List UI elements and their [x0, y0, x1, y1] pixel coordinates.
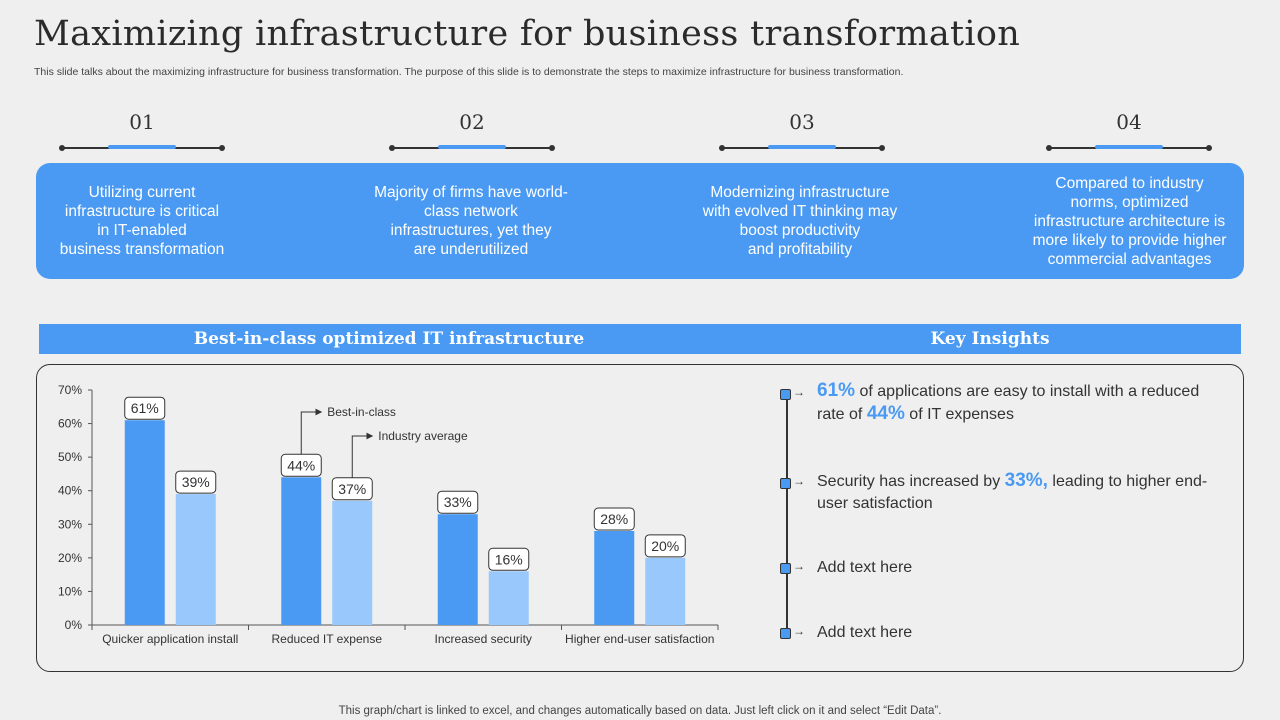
chart-header: Best-in-class optimized IT infrastructur… [39, 324, 739, 354]
legend-industry-average: Industry average [378, 429, 468, 443]
data-label: 44% [287, 457, 315, 473]
steps-band [36, 163, 1244, 279]
step-text: Utilizing current infrastructure is crit… [59, 184, 225, 258]
step-01: 01 [59, 110, 225, 151]
insight-text-part: Security has increased by [817, 473, 1005, 490]
insight-highlight: 44% [866, 403, 905, 424]
y-tick-label: 40% [58, 484, 82, 498]
step-timeline [389, 145, 555, 151]
y-tick-label: 20% [58, 551, 82, 565]
step-04: 04 [1046, 110, 1212, 151]
footer-note: This graph/chart is linked to excel, and… [338, 705, 942, 717]
data-label: 61% [131, 400, 159, 416]
insight-text-part: of IT expenses [904, 406, 1014, 423]
bar-best-in-class [594, 531, 635, 625]
y-tick-label: 70% [58, 383, 82, 397]
legend-pointer [300, 408, 323, 455]
data-label-box [175, 470, 217, 494]
insight-text: Add text here [817, 622, 1217, 644]
step-number: 04 [1116, 110, 1142, 134]
step-text: Modernizing infrastructure with evolved … [702, 184, 898, 258]
bullet-marker-icon [780, 389, 791, 400]
data-label: 20% [651, 538, 679, 554]
x-tick-label: Reduced IT expense [271, 632, 382, 646]
step-timeline [719, 145, 885, 151]
step-timeline [1046, 145, 1212, 151]
arrow-right-icon: → [793, 385, 805, 399]
bullet-marker-icon [780, 478, 791, 489]
slide-subtitle: This slide talks about the maximizing in… [34, 66, 904, 78]
x-tick-label: Quicker application install [102, 632, 238, 646]
step-number: 02 [459, 110, 485, 134]
step-number: 03 [789, 110, 815, 134]
bar-industry-average [488, 571, 529, 625]
y-tick-label: 0% [65, 618, 83, 632]
insights-header: Key Insights [739, 324, 1241, 354]
data-label-box [488, 547, 530, 571]
bar-best-in-class [124, 420, 165, 625]
data-label-box [593, 507, 635, 531]
step-timeline [59, 145, 225, 151]
insight-text-part: leading to higher end-user satisfaction [817, 473, 1208, 512]
y-tick-label: 60% [58, 417, 82, 431]
x-tick-label: Increased security [435, 632, 532, 646]
data-label-box [124, 396, 166, 420]
insights-timeline [786, 393, 788, 633]
bar-best-in-class [281, 477, 322, 625]
y-tick-label: 10% [58, 584, 82, 598]
arrow-right-icon: → [793, 474, 805, 488]
data-label-box [437, 490, 479, 514]
step-number: 01 [129, 110, 155, 134]
insight-highlight: 33%, [1004, 470, 1048, 491]
step-02: 02 [389, 110, 555, 151]
data-label-box [644, 534, 686, 558]
data-label: 39% [182, 474, 210, 490]
insight-text-part: Add text here [817, 559, 913, 576]
step-03: 03 [719, 110, 885, 151]
data-label: 37% [338, 481, 366, 497]
bar-industry-average [332, 500, 373, 625]
y-tick-label: 50% [58, 450, 82, 464]
data-label: 33% [444, 494, 472, 510]
insight-text: Security has increased by 33%, leading t… [817, 470, 1217, 515]
bar-best-in-class [437, 514, 478, 625]
arrow-right-icon: → [793, 624, 805, 638]
insight-text: Add text here [817, 557, 1217, 579]
insight-text-part: Add text here [817, 624, 913, 641]
bar-chart[interactable]: 0% 10% 20% 30% 40% 50% 60% 70% Quicker applicati… [40, 370, 760, 670]
content-panel [36, 364, 1244, 672]
step-text: Compared to industry norms, optimized in… [1032, 174, 1227, 268]
insight-text: 61% of applications are easy to install … [817, 380, 1217, 426]
legend-best-in-class: Best-in-class [327, 405, 396, 419]
insight-text-part: of applications are easy to install with… [817, 383, 1200, 423]
y-tick-label: 30% [58, 517, 82, 531]
x-tick-label: Higher end-user satisfaction [565, 632, 714, 646]
slide-title: Maximizing infrastructure for business t… [34, 14, 1021, 54]
data-label: 28% [600, 511, 628, 527]
arrow-right-icon: → [793, 559, 805, 573]
bullet-marker-icon [780, 628, 791, 639]
data-label: 16% [495, 551, 523, 567]
insight-highlight: 61% [817, 380, 856, 401]
step-text: Majority of firms have world- class netw… [374, 184, 568, 258]
bullet-marker-icon [780, 563, 791, 574]
legend-pointer [351, 432, 374, 478]
bar-industry-average [645, 557, 686, 625]
bar-industry-average [175, 494, 216, 625]
